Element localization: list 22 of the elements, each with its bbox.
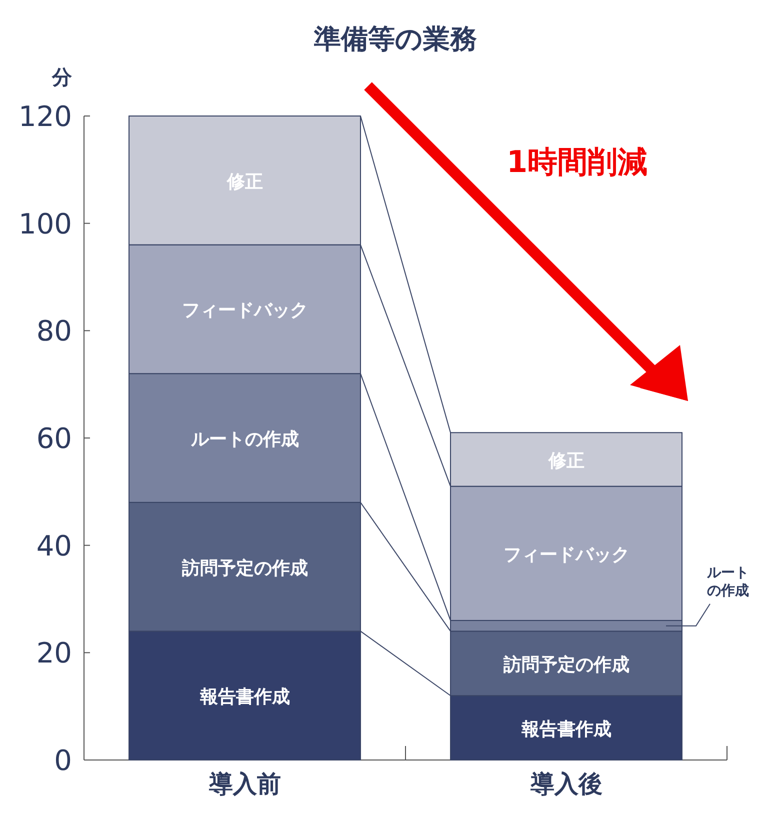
- text: 報告書作成: [200, 686, 290, 708]
- series-label: フィードバック: [182, 300, 308, 322]
- y-axis-title: 分: [51, 65, 73, 89]
- text: フィードバック: [503, 544, 630, 566]
- y-tick-label: 60: [36, 422, 72, 455]
- y-tick-label: 120: [18, 100, 72, 133]
- y-tick-label: 40: [36, 529, 72, 562]
- x-tick-label: 導入後: [529, 770, 602, 798]
- series-label: 訪問予定の作成: [502, 654, 630, 676]
- text: ルートの作成: [190, 429, 299, 450]
- text: 修正: [226, 171, 263, 192]
- series-label: 修正: [547, 450, 584, 472]
- text: ルートの作成: [706, 564, 750, 600]
- x-tick-label: 導入前: [208, 770, 281, 798]
- y-tick-label: 100: [18, 207, 72, 240]
- annotation: 1時間削減: [506, 145, 648, 180]
- chart-title: 準備等の業務: [313, 24, 477, 55]
- y-tick-label: 80: [36, 314, 72, 348]
- y-tick-label: 0: [54, 744, 72, 777]
- text: 訪問予定の作成: [182, 558, 308, 579]
- y-tick-label: 20: [36, 636, 72, 670]
- series-label: 報告書作成: [520, 718, 612, 740]
